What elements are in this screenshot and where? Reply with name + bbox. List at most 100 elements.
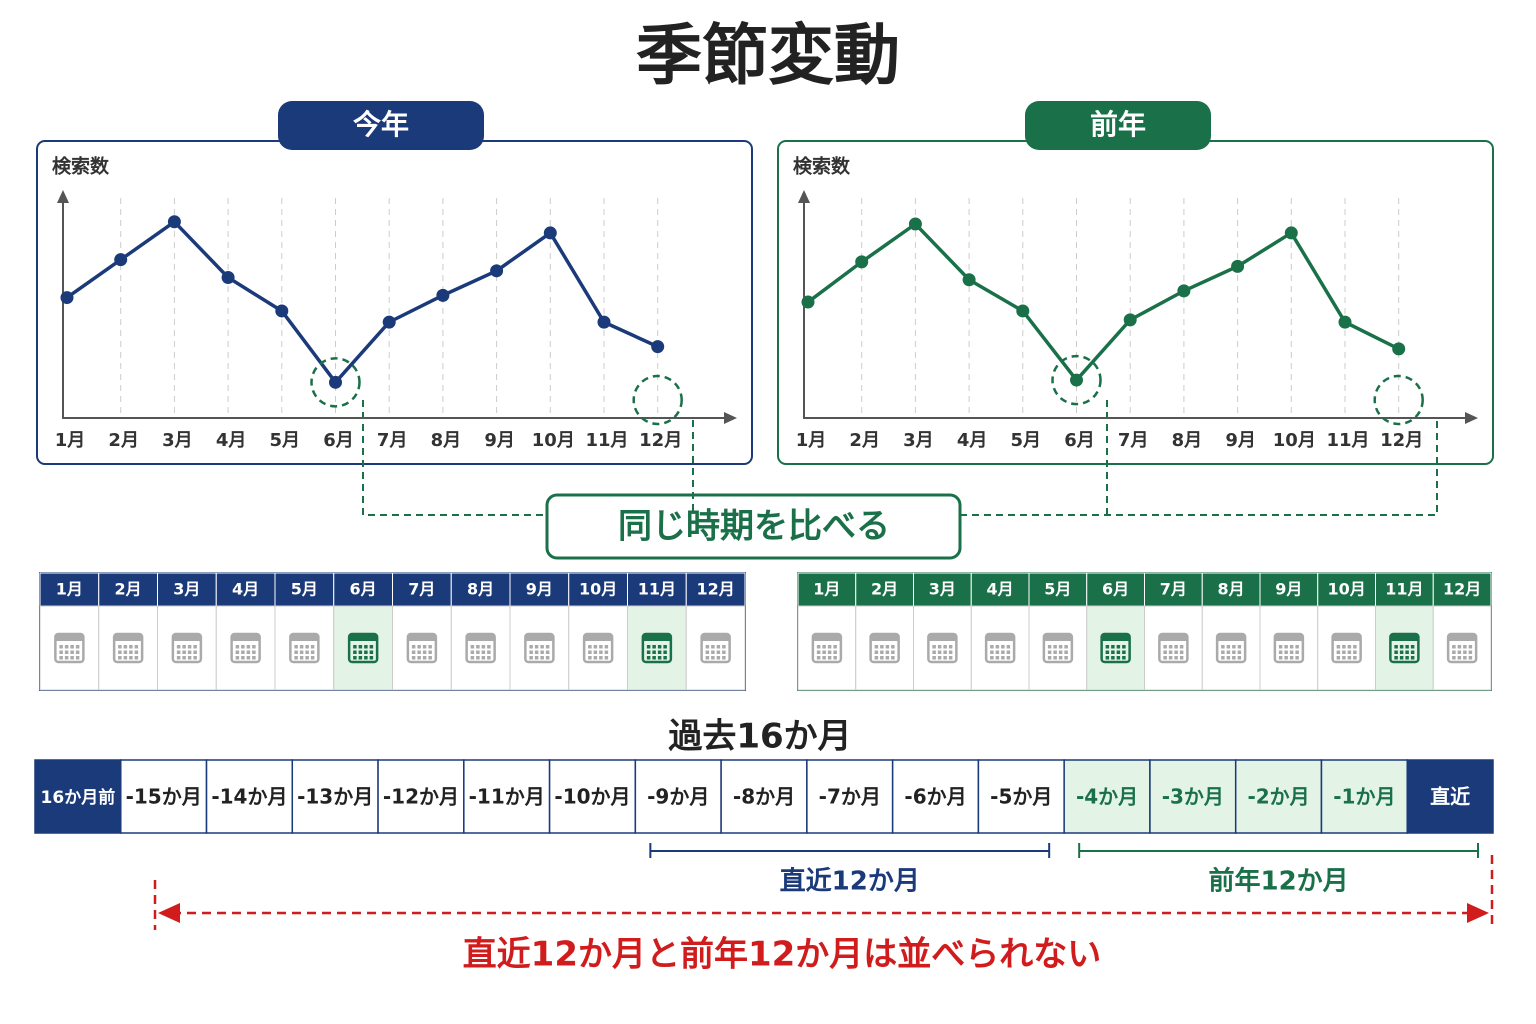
calendar-icon-day [187, 656, 192, 660]
calendar-icon-day [118, 645, 122, 649]
calendar-icon-day [1122, 645, 1126, 649]
timeline-cell [806, 759, 894, 834]
point [329, 375, 342, 389]
calendar-cell [797, 605, 857, 691]
calendar-icon-day [187, 650, 192, 654]
timeline-label: -14か月 [211, 785, 287, 809]
calendar-icon-day [487, 650, 491, 654]
calendar-icon-day [822, 645, 826, 649]
calendar-icon-day [64, 650, 69, 654]
calendar-month: 1月 [813, 580, 840, 599]
point [382, 315, 396, 329]
calendar-icon-day [1284, 645, 1288, 649]
calendar-icon-day [1058, 650, 1063, 654]
timeline-cell [1320, 759, 1408, 834]
line [806, 221, 1400, 383]
calendar-icon-day [529, 650, 533, 654]
calendar-icon-day [599, 645, 603, 649]
calendar-icon-day [470, 645, 475, 649]
timeline-cell [205, 759, 294, 834]
chart-frame [777, 140, 1494, 465]
calendar-header [797, 572, 857, 607]
calendar-icon-day [891, 650, 895, 654]
calendar-icon-day [1347, 656, 1352, 660]
calendar-icon-day [1116, 656, 1121, 660]
chart-pill [1025, 101, 1211, 150]
calendar-icon-top [290, 634, 319, 641]
calendar-icon-day [827, 650, 832, 654]
calendar-icon-day [369, 650, 374, 654]
calendar-icon-day [487, 645, 491, 649]
calendar-icon-day [540, 656, 544, 660]
calendar-icon-day [1410, 645, 1415, 649]
calendar-cell [509, 605, 570, 691]
calendar-icon-day [428, 650, 432, 654]
calendar-icon-day [1163, 656, 1167, 660]
calendar-icon-day [716, 645, 721, 649]
calendar-icon-day [1463, 656, 1467, 660]
calendar-month: 4月 [232, 580, 259, 599]
calendar-icon-top [870, 634, 899, 641]
calendar-icon-day [1347, 645, 1352, 649]
chart-frame [36, 140, 753, 465]
calendar-icon-day [657, 645, 662, 649]
calendar-icon-day [937, 656, 942, 660]
calendar-icon-day [134, 656, 139, 660]
x-tick-label: 11月 [585, 430, 628, 451]
calendar-icon-day [193, 650, 197, 654]
calendar-icon-day [75, 650, 80, 654]
x-tick-label: 6月 [1064, 430, 1095, 451]
calendar-icon-day [182, 656, 186, 660]
calendar-icon-day [885, 656, 890, 660]
calendar-icon-day [417, 656, 421, 660]
calendar-icon-day [646, 656, 651, 660]
point [221, 271, 235, 285]
x-tick-label: 5月 [270, 430, 301, 451]
calendar-icon-day [1405, 656, 1409, 660]
calendar-icon-day [1001, 656, 1005, 660]
calendar-icon-day [1457, 645, 1462, 649]
calendar-icon-day [176, 656, 181, 660]
calendar-icon-day [1053, 656, 1057, 660]
calendar-cell [1432, 605, 1492, 691]
calendar-header [509, 572, 570, 607]
calendar-icon-day [874, 645, 879, 649]
calendar-icon-day [252, 645, 256, 649]
calendar-icon-day [246, 656, 251, 660]
chart-label: 前年 [1090, 108, 1146, 141]
calendar-icon-day [64, 656, 69, 660]
calendar-icon-day [241, 645, 245, 649]
timeline-cell [1234, 759, 1323, 834]
calendar-icon-day [885, 645, 890, 649]
calendar-icon-day [534, 656, 539, 660]
calendar-header [685, 572, 746, 607]
timeline-label: -15か月 [126, 785, 202, 809]
calendar-icon-day [711, 645, 715, 649]
compare-label: 同じ時期を比べる [618, 507, 890, 547]
timeline-title: 過去16か月 [668, 717, 851, 757]
calendar-icon-top [1390, 634, 1419, 641]
calendar-icon-day [1353, 656, 1357, 660]
calendar-icon-day [588, 645, 592, 649]
calendar-icon-day [652, 645, 656, 649]
calendar-icon-day [1399, 656, 1404, 660]
calendar-icon-day [948, 650, 953, 654]
point [1070, 373, 1083, 387]
calendar-cell [1201, 605, 1261, 691]
calendar-icon-day [705, 650, 710, 654]
calendar-icon-day [711, 650, 715, 654]
calendar-icon-day [816, 645, 821, 649]
calendar-icon-day [1174, 656, 1178, 660]
point [1392, 342, 1406, 356]
calendar-icon-day [1122, 650, 1126, 654]
calendar-icon-day [722, 645, 726, 649]
calendar-icon-day [722, 656, 726, 660]
calendar-icon-day [822, 656, 826, 660]
calendar-icon-day [246, 645, 251, 649]
calendar-header [627, 572, 687, 607]
calendar-icon-day [932, 650, 936, 654]
timeline-cell [1063, 759, 1151, 834]
calendar-icon-day [487, 656, 491, 660]
calendar-icon-day [932, 645, 936, 649]
point [114, 253, 128, 267]
